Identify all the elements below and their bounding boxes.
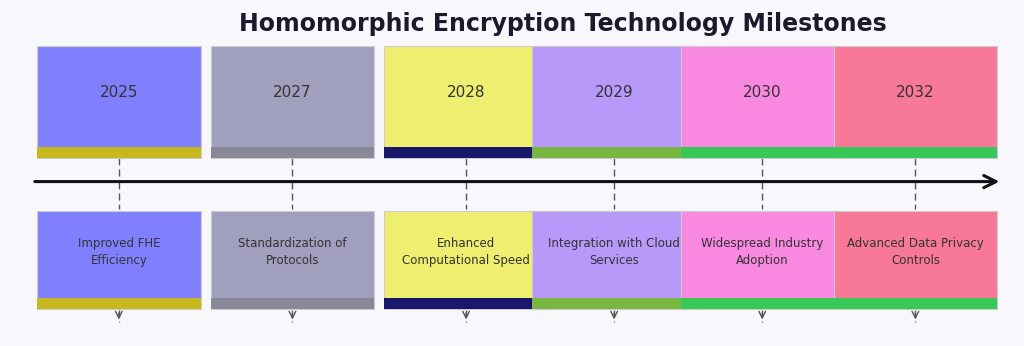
Bar <box>211 211 374 309</box>
Text: Integration with Cloud
Services: Integration with Cloud Services <box>548 237 680 267</box>
Text: 2029: 2029 <box>595 85 634 100</box>
Bar <box>37 46 201 157</box>
Bar <box>211 46 374 157</box>
Bar <box>211 147 374 157</box>
Bar <box>681 147 844 157</box>
Bar <box>681 46 844 157</box>
Bar <box>37 147 201 157</box>
Text: Widespread Industry
Adoption: Widespread Industry Adoption <box>701 237 823 267</box>
Bar <box>834 46 997 157</box>
Text: Standardization of
Protocols: Standardization of Protocols <box>239 237 347 267</box>
Bar <box>834 211 997 309</box>
Bar <box>37 298 201 309</box>
Text: Improved FHE
Efficiency: Improved FHE Efficiency <box>78 237 160 267</box>
Text: Enhanced
Computational Speed: Enhanced Computational Speed <box>402 237 530 267</box>
Text: 2028: 2028 <box>446 85 485 100</box>
Bar <box>384 211 548 309</box>
Bar <box>37 211 201 309</box>
Bar <box>384 46 548 157</box>
Bar <box>532 46 696 157</box>
Text: 2032: 2032 <box>896 85 935 100</box>
Bar <box>384 147 548 157</box>
Text: 2030: 2030 <box>742 85 781 100</box>
Text: 2025: 2025 <box>99 85 138 100</box>
Bar <box>834 147 997 157</box>
Bar <box>532 211 696 309</box>
Bar <box>532 147 696 157</box>
Bar <box>681 211 844 309</box>
Bar <box>834 298 997 309</box>
Bar <box>211 298 374 309</box>
Bar <box>384 298 548 309</box>
Text: Advanced Data Privacy
Controls: Advanced Data Privacy Controls <box>847 237 984 267</box>
Text: Homomorphic Encryption Technology Milestones: Homomorphic Encryption Technology Milest… <box>240 12 887 36</box>
Text: 2027: 2027 <box>273 85 311 100</box>
Bar <box>681 298 844 309</box>
Bar <box>532 298 696 309</box>
